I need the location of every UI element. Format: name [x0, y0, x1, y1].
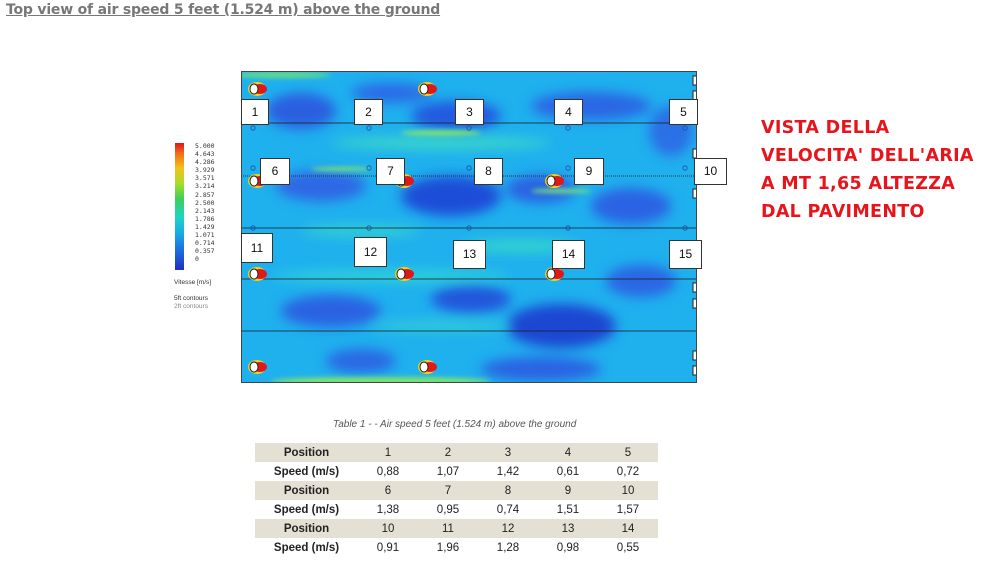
table-cell: 0,98: [538, 538, 598, 557]
legend-tick: 2.857: [195, 190, 215, 199]
legend-tick: 1.071: [195, 231, 215, 240]
position-marker-11: 11: [241, 233, 273, 263]
velocity-legend: 5.000 4.643 4.286 3.929 3.571 3.214 2.85…: [168, 140, 228, 320]
legend-ticks: 5.000 4.643 4.286 3.929 3.571 3.214 2.85…: [195, 142, 215, 263]
table-cell: 10: [598, 481, 658, 500]
table-cell: 1,96: [418, 538, 478, 557]
position-marker-8: 8: [474, 158, 503, 185]
table-cell: 10: [358, 519, 418, 538]
row-header: Speed (m/s): [255, 462, 358, 481]
position-marker-6: 6: [260, 158, 290, 185]
position-marker-15: 15: [669, 240, 702, 269]
air-speed-table: Position 1 2 3 4 5 Speed (m/s) 0,88 1,07…: [255, 443, 658, 557]
position-marker-12: 12: [354, 237, 387, 267]
row-header: Position: [255, 481, 358, 500]
position-marker-7: 7: [376, 158, 405, 185]
position-marker-3: 3: [455, 99, 484, 125]
table-cell: 0,72: [598, 462, 658, 481]
table-cell: 6: [358, 481, 418, 500]
annotation-note: VISTA DELLA VELOCITA' DELL'ARIA A MT 1,6…: [761, 114, 1000, 226]
table-cell: 12: [478, 519, 538, 538]
table-cell: 4: [538, 443, 598, 462]
table-cell: 3: [478, 443, 538, 462]
table-cell: 14: [598, 519, 658, 538]
position-marker-14: 14: [552, 240, 585, 269]
table-cell: 0,61: [538, 462, 598, 481]
legend-tick: 3.571: [195, 174, 215, 183]
table-cell: 1,38: [358, 500, 418, 519]
table-row: Speed (m/s) 0,88 1,07 1,42 0,61 0,72: [255, 462, 658, 481]
annotation-line: VISTA DELLA: [761, 118, 890, 138]
table-cell: 0,91: [358, 538, 418, 557]
legend-tick: 0.357: [195, 247, 215, 256]
table-cell: 0,95: [418, 500, 478, 519]
table-row: Speed (m/s) 1,38 0,95 0,74 1,51 1,57: [255, 500, 658, 519]
table-row: Speed (m/s) 0,91 1,96 1,28 0,98 0,55: [255, 538, 658, 557]
row-header: Speed (m/s): [255, 500, 358, 519]
table-cell: 8: [478, 481, 538, 500]
legend-unit-label: Vitesse [m/s]: [174, 279, 212, 286]
table-cell: 1: [358, 443, 418, 462]
table-row: Position 10 11 12 13 14: [255, 519, 658, 538]
table-cell: 1,51: [538, 500, 598, 519]
legend-tick: 4.643: [195, 150, 215, 159]
table-cell: 1,07: [418, 462, 478, 481]
table-cell: 2: [418, 443, 478, 462]
position-marker-9: 9: [574, 158, 604, 185]
legend-tick: 3.929: [195, 166, 215, 175]
legend-tick: 2.143: [195, 206, 215, 215]
table-cell: 0,74: [478, 500, 538, 519]
table-cell: 1,42: [478, 462, 538, 481]
legend-contour-label: 2ft contours: [174, 303, 208, 310]
table-caption: Table 1 - - Air speed 5 feet (1.524 m) a…: [333, 419, 577, 430]
legend-tick: 0.714: [195, 239, 215, 248]
table-row: Position 1 2 3 4 5: [255, 443, 658, 462]
legend-contour-label: 5ft contours: [174, 295, 208, 302]
page-title: Top view of air speed 5 feet (1.524 m) a…: [6, 2, 441, 18]
annotation-line: DAL PAVIMENTO: [761, 202, 925, 222]
legend-tick: 1.786: [195, 214, 215, 223]
table-cell: 0,55: [598, 538, 658, 557]
legend-color-scale: [175, 143, 184, 270]
table-cell: 1,28: [478, 538, 538, 557]
table-cell: 5: [598, 443, 658, 462]
legend-tick: 5.000: [195, 142, 215, 150]
table-cell: 1,57: [598, 500, 658, 519]
position-marker-10: 10: [694, 158, 727, 185]
position-marker-5: 5: [669, 99, 698, 125]
legend-tick: 3.214: [195, 182, 215, 191]
position-marker-4: 4: [554, 99, 583, 125]
position-marker-13: 13: [453, 240, 486, 269]
legend-tick: 1.429: [195, 222, 215, 231]
table-cell: 7: [418, 481, 478, 500]
row-header: Position: [255, 443, 358, 462]
table-cell: 13: [538, 519, 598, 538]
table-cell: 9: [538, 481, 598, 500]
table-row: Position 6 7 8 9 10: [255, 481, 658, 500]
row-header: Position: [255, 519, 358, 538]
annotation-line: A MT 1,65 ALTEZZA: [761, 174, 956, 194]
legend-tick: 0: [195, 255, 199, 264]
annotation-line: VELOCITA' DELL'ARIA: [761, 146, 974, 166]
position-marker-2: 2: [354, 99, 383, 125]
row-header: Speed (m/s): [255, 538, 358, 557]
table-cell: 0,88: [358, 462, 418, 481]
position-marker-1: 1: [241, 99, 269, 125]
table-cell: 11: [418, 519, 478, 538]
legend-tick: 2.500: [195, 198, 215, 207]
legend-tick: 4.286: [195, 158, 215, 167]
